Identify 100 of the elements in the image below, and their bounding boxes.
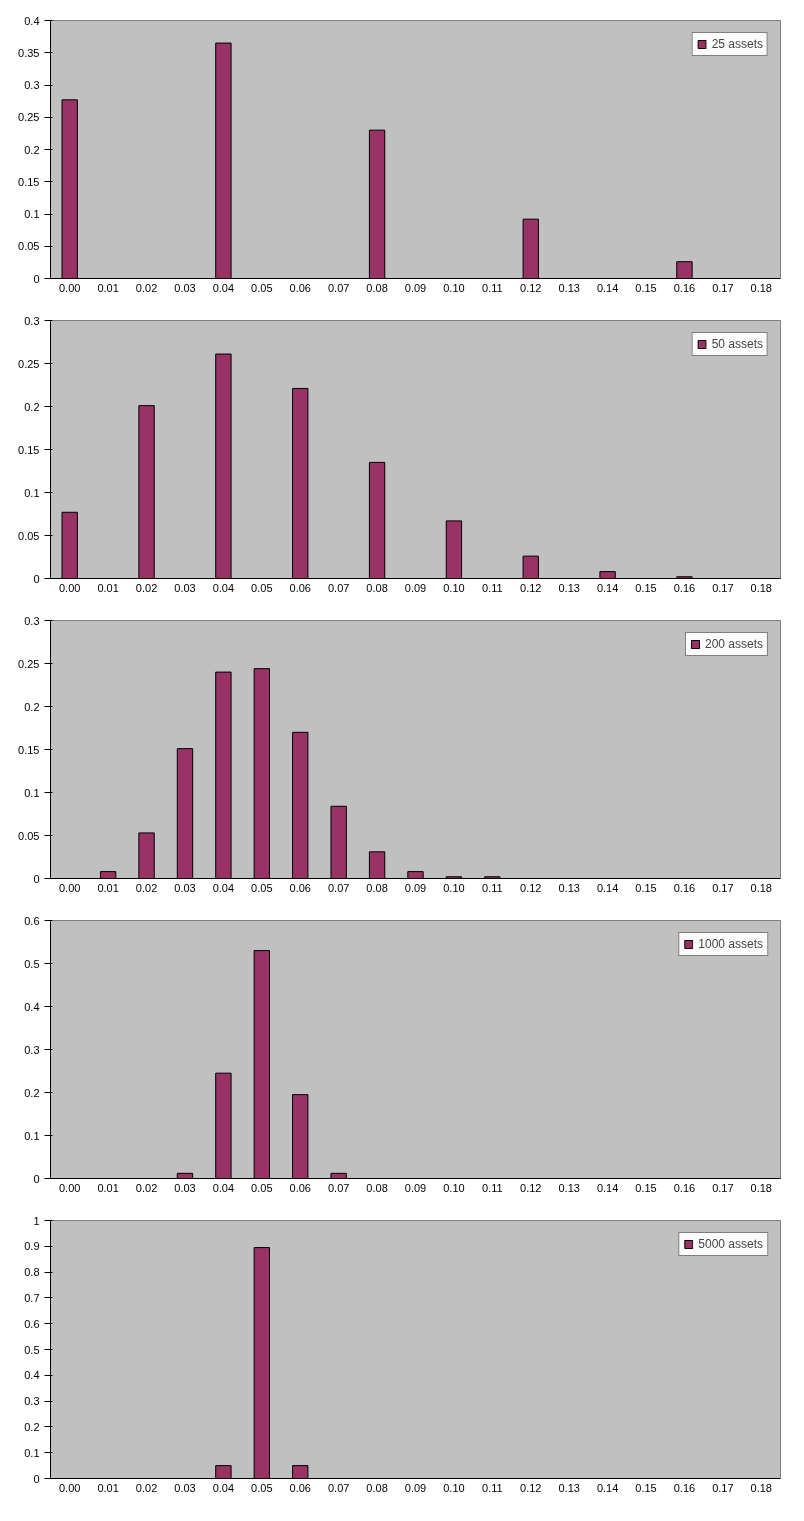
x-tick-label: 0.15 bbox=[635, 581, 657, 594]
x-tick-label: 0.14 bbox=[596, 1181, 619, 1194]
y-tick-label: 0.5 bbox=[24, 1343, 40, 1356]
x-tick-label: 0.00 bbox=[59, 1481, 81, 1494]
x-tick-label: 0.03 bbox=[174, 281, 196, 294]
x-tick-label: 0.15 bbox=[635, 1481, 657, 1494]
y-tick-label: 0.2 bbox=[24, 1420, 40, 1433]
y-tick-label: 0.3 bbox=[24, 614, 40, 627]
x-tick-label: 0.05 bbox=[251, 1181, 273, 1194]
x-tick-label: 0.00 bbox=[59, 881, 81, 894]
x-tick-label: 0.13 bbox=[558, 881, 580, 894]
x-tick-label: 0.09 bbox=[404, 1181, 427, 1194]
x-tick-label: 0.14 bbox=[596, 1481, 619, 1494]
x-tick-label: 0.02 bbox=[135, 881, 158, 894]
y-tick-label: 0.5 bbox=[24, 957, 40, 970]
y-tick-label: 0 bbox=[33, 272, 40, 285]
x-tick-label: 0.11 bbox=[482, 581, 503, 594]
x-tick-label: 0.05 bbox=[251, 881, 273, 894]
x-tick-label: 0.02 bbox=[135, 1181, 158, 1194]
x-tick-label: 0.12 bbox=[520, 881, 542, 894]
y-tick-label: 0 bbox=[33, 572, 40, 585]
x-tick-label: 0.15 bbox=[635, 1181, 657, 1194]
y-tick-label: 0.3 bbox=[24, 79, 40, 91]
x-tick-label: 0.11 bbox=[482, 1481, 503, 1494]
y-tick-label: 0.2 bbox=[24, 1086, 40, 1099]
x-tick-label: 0.07 bbox=[327, 1181, 350, 1194]
y-tick-label: 0.25 bbox=[18, 357, 40, 370]
x-tick-label: 0.13 bbox=[558, 281, 580, 294]
y-tick-label: 0.1 bbox=[24, 786, 40, 799]
x-tick-label: 0.11 bbox=[482, 281, 503, 294]
y-tick-label: 0 bbox=[33, 872, 40, 885]
x-tick-label: 0.15 bbox=[635, 281, 657, 294]
x-tick-label: 0.07 bbox=[327, 1481, 350, 1494]
y-tick-label: 0.1 bbox=[24, 486, 40, 499]
x-tick-label: 0.10 bbox=[443, 581, 465, 594]
x-tick-label: 0.00 bbox=[59, 281, 81, 294]
x-tick-label: 0.15 bbox=[635, 881, 657, 894]
x-tick-label: 0.04 bbox=[212, 1481, 235, 1494]
x-tick-label: 0.12 bbox=[520, 1481, 542, 1494]
x-tick-label: 0.07 bbox=[327, 581, 350, 594]
x-tick-label: 0.18 bbox=[750, 581, 773, 594]
x-tick-label: 0.03 bbox=[174, 1481, 196, 1494]
x-tick-label: 0.08 bbox=[366, 281, 388, 294]
x-tick-label: 0.01 bbox=[97, 1181, 119, 1194]
y-tick-label: 0.25 bbox=[18, 657, 40, 670]
x-tick-label: 0.03 bbox=[174, 1181, 196, 1194]
x-tick-label: 0.02 bbox=[135, 1481, 158, 1494]
y-tick-label: 0.1 bbox=[24, 1129, 40, 1142]
x-tick-label: 0.10 bbox=[443, 1181, 465, 1194]
x-tick-label: 0.03 bbox=[174, 581, 196, 594]
x-tick-label: 0.16 bbox=[673, 281, 696, 294]
y-tick-label: 0.1 bbox=[24, 1446, 40, 1459]
x-tick-label: 0.16 bbox=[673, 881, 696, 894]
x-tick-label: 0.09 bbox=[404, 281, 427, 294]
x-tick-label: 0.08 bbox=[366, 881, 388, 894]
y-tick-label: 1 bbox=[33, 1214, 40, 1227]
x-tick-label: 0.04 bbox=[212, 281, 235, 294]
x-tick-label: 0.17 bbox=[712, 581, 734, 594]
x-tick-label: 0.09 bbox=[404, 581, 427, 594]
y-tick-label: 0.05 bbox=[18, 829, 40, 842]
x-tick-label: 0.01 bbox=[97, 581, 119, 594]
y-tick-label: 0.3 bbox=[24, 1043, 40, 1056]
x-tick-label: 0.14 bbox=[596, 881, 619, 894]
y-tick-label: 0 bbox=[33, 1172, 40, 1185]
x-tick-label: 0.05 bbox=[251, 281, 273, 294]
y-tick-label: 0.7 bbox=[24, 1291, 40, 1304]
x-tick-label: 0.09 bbox=[404, 881, 427, 894]
y-tick-label: 0.2 bbox=[24, 143, 40, 156]
x-tick-label: 0.04 bbox=[212, 1181, 235, 1194]
x-tick-label: 0.08 bbox=[366, 1481, 388, 1494]
x-tick-label: 0.16 bbox=[673, 1181, 696, 1194]
y-tick-label: 0.35 bbox=[18, 46, 40, 59]
x-tick-label: 0.13 bbox=[558, 1181, 580, 1194]
y-tick-label: 0 bbox=[33, 1472, 40, 1485]
x-tick-label: 0.17 bbox=[712, 1481, 734, 1494]
x-tick-label: 0.14 bbox=[596, 281, 619, 294]
x-tick-label: 0.09 bbox=[404, 1481, 427, 1494]
x-tick-label: 0.06 bbox=[289, 1481, 311, 1494]
x-tick-label: 0.13 bbox=[558, 581, 580, 594]
legend-label: 50 assets bbox=[711, 337, 763, 351]
x-tick-label: 0.11 bbox=[482, 881, 503, 894]
x-tick-label: 0.08 bbox=[366, 581, 388, 594]
x-tick-label: 0.01 bbox=[97, 281, 119, 294]
x-tick-label: 0.10 bbox=[443, 1481, 465, 1494]
y-tick-label: 0.05 bbox=[18, 240, 40, 253]
x-tick-label: 0.16 bbox=[673, 1481, 696, 1494]
y-tick-label: 0.9 bbox=[24, 1240, 40, 1253]
legend-label: 200 assets bbox=[704, 637, 763, 651]
x-tick-label: 0.08 bbox=[366, 1181, 388, 1194]
x-tick-label: 0.17 bbox=[712, 881, 734, 894]
x-tick-label: 0.14 bbox=[596, 581, 619, 594]
x-tick-label: 0.18 bbox=[750, 1181, 773, 1194]
x-tick-label: 0.07 bbox=[327, 281, 350, 294]
legend-label: 1000 assets bbox=[698, 937, 763, 951]
y-tick-label: 0.3 bbox=[24, 314, 40, 327]
x-tick-label: 0.01 bbox=[97, 1481, 119, 1494]
y-tick-label: 0.2 bbox=[24, 700, 40, 713]
y-tick-label: 0.4 bbox=[24, 1369, 40, 1382]
y-tick-label: 0.25 bbox=[18, 111, 40, 124]
y-tick-label: 0.1 bbox=[24, 208, 40, 220]
